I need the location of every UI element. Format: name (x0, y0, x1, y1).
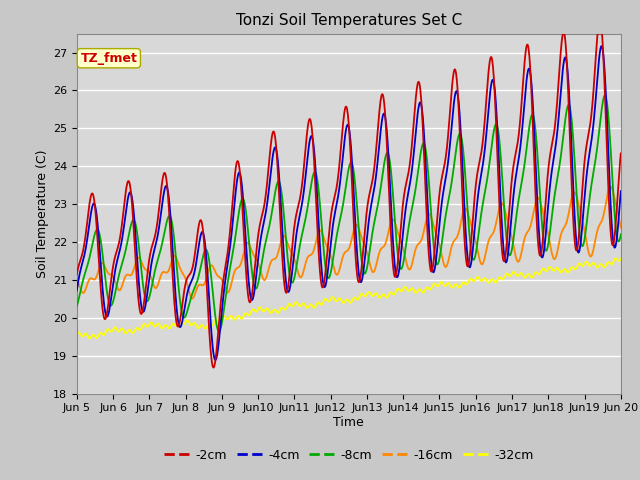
X-axis label: Time: Time (333, 416, 364, 429)
Text: TZ_fmet: TZ_fmet (81, 52, 138, 65)
Legend: -2cm, -4cm, -8cm, -16cm, -32cm: -2cm, -4cm, -8cm, -16cm, -32cm (159, 444, 539, 467)
Title: Tonzi Soil Temperatures Set C: Tonzi Soil Temperatures Set C (236, 13, 462, 28)
Y-axis label: Soil Temperature (C): Soil Temperature (C) (36, 149, 49, 278)
